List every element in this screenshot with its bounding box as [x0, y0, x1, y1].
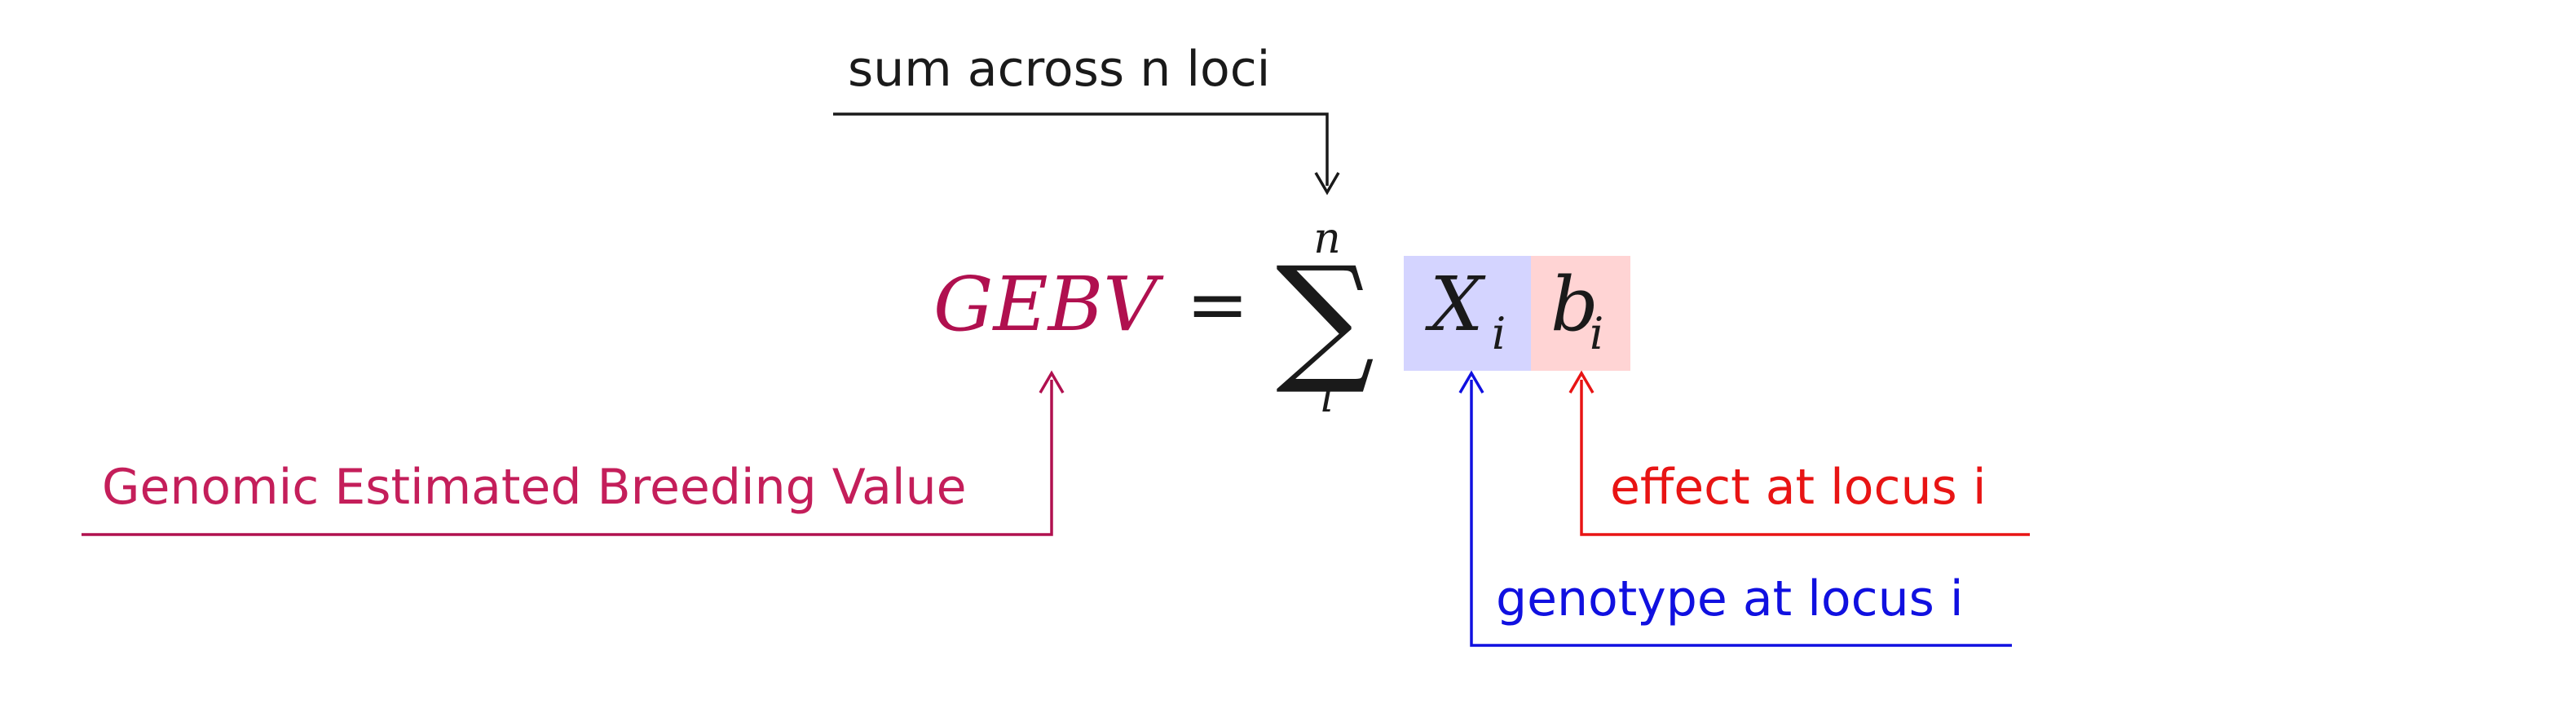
- sum-annotation-line: [833, 112, 1329, 186]
- genotype-term-highlight: [1404, 256, 1531, 371]
- summation-sign: ∑: [1276, 237, 1374, 398]
- sum-lower-limit: i: [1321, 373, 1334, 422]
- genotype-annotation-label: genotype at locus i: [1496, 570, 1964, 627]
- effect-subscript: i: [1590, 308, 1603, 359]
- effect-annotation-line: [1580, 380, 2030, 536]
- gebv-symbol: GEBV: [933, 261, 1164, 348]
- genotype-subscript: i: [1492, 308, 1506, 359]
- gebv-annotation-label: Genomic Estimated Breeding Value: [102, 459, 967, 516]
- effect-annotation-label: effect at locus i: [1610, 459, 1987, 516]
- sum-annotation-arrowhead: [1314, 172, 1340, 196]
- sum-annotation-label: sum across n loci: [848, 41, 1270, 98]
- effect-symbol: b: [1550, 261, 1599, 348]
- gebv-annotation-line: [82, 380, 1053, 536]
- sum-upper-limit: n: [1313, 214, 1341, 263]
- equals-sign: =: [1186, 261, 1249, 348]
- gebv-annotation-arrowhead: [1039, 370, 1065, 394]
- effect-term-highlight: [1531, 256, 1630, 371]
- genotype-annotation-line: [1470, 380, 2012, 647]
- effect-annotation-arrowhead: [1568, 370, 1595, 394]
- genotype-symbol: X: [1425, 261, 1486, 348]
- genotype-annotation-arrowhead: [1458, 370, 1484, 394]
